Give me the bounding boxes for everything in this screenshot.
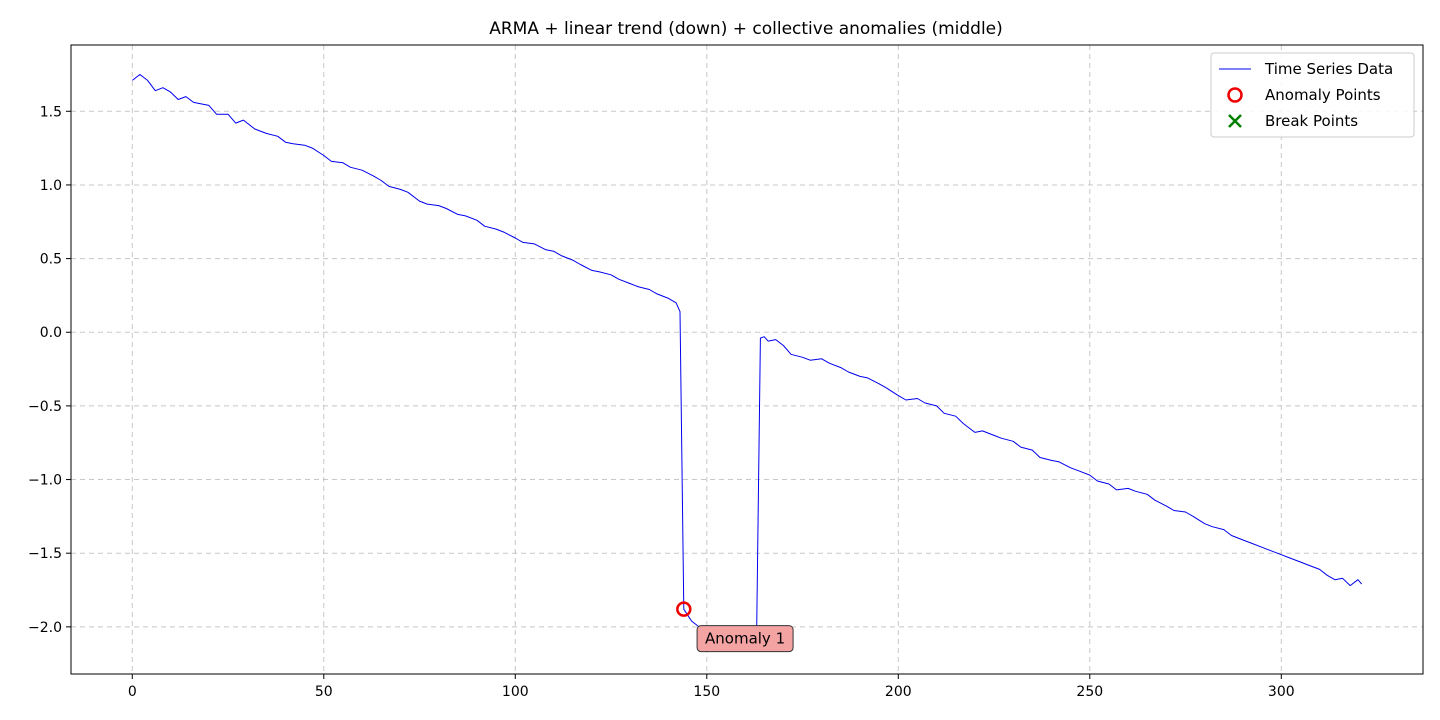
legend-label: Anomaly Points <box>1265 86 1381 104</box>
y-tick-label: 0.0 <box>40 325 62 341</box>
legend: Time Series Data Anomaly Points Break Poin… <box>1210 52 1415 138</box>
plot-frame <box>70 44 1424 675</box>
y-tick-label: 1.5 <box>40 104 62 120</box>
y-tick-label: 0.5 <box>40 252 62 268</box>
series-line <box>131 74 1363 637</box>
x-tick-label: 200 <box>885 684 912 700</box>
legend-circle-swatch <box>1227 87 1243 103</box>
anomaly-annotation: Anomaly 1 <box>696 625 794 653</box>
grid-lines <box>71 45 1423 674</box>
y-tick-label: 1.0 <box>40 178 62 194</box>
anomaly-markers <box>676 601 692 617</box>
annotation-layer: Anomaly 1 <box>696 625 794 653</box>
anomaly-point <box>676 601 692 617</box>
y-tick-label: −1.0 <box>28 473 62 489</box>
legend-x-swatch <box>1228 114 1242 128</box>
legend-label: Break Points <box>1265 112 1358 130</box>
legend-item: Time Series Data <box>1219 60 1393 78</box>
legend-label: Time Series Data <box>1264 60 1393 78</box>
chart-title: ARMA + linear trend (down) + collective … <box>489 19 1003 39</box>
x-tick-label: 0 <box>128 684 137 700</box>
x-axis-ticks: 0 50 100 150 200 250 300 <box>128 674 1295 700</box>
y-tick-label: −2.0 <box>28 620 62 636</box>
x-tick-label: 150 <box>693 684 720 700</box>
x-tick-label: 250 <box>1076 684 1103 700</box>
y-axis-ticks: 1.5 1.0 0.5 0.0 −0.5 −1.0 −1.5 −2.0 <box>28 104 71 636</box>
y-tick-label: −1.5 <box>28 546 62 562</box>
x-tick-label: 50 <box>315 684 333 700</box>
legend-item: Anomaly Points <box>1227 86 1381 104</box>
annotation-label: Anomaly 1 <box>705 630 785 648</box>
x-tick-label: 100 <box>502 684 529 700</box>
y-tick-label: −0.5 <box>28 399 62 415</box>
series-layer <box>131 74 1363 637</box>
legend-item: Break Points <box>1228 112 1358 130</box>
legend-box <box>1210 52 1415 138</box>
x-tick-label: 300 <box>1268 684 1295 700</box>
annotation-box <box>696 625 794 653</box>
